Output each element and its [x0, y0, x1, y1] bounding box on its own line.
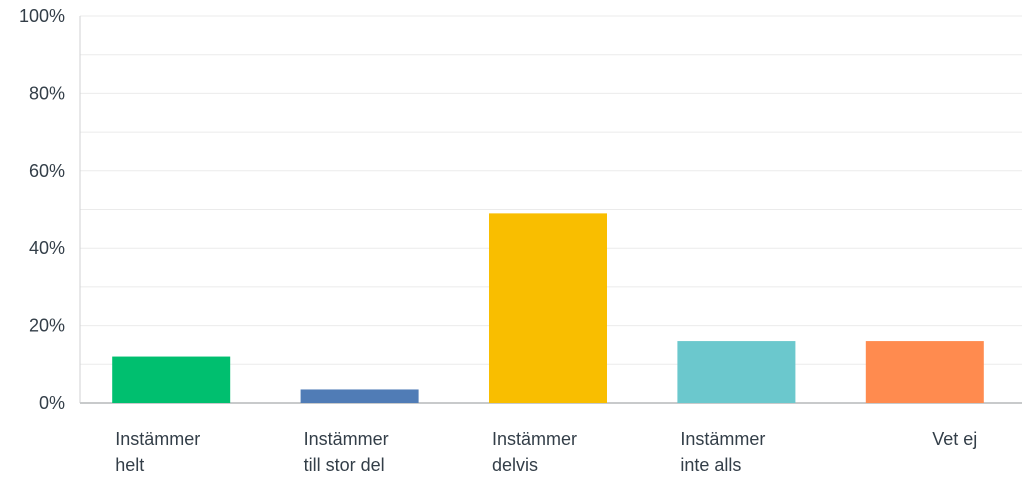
x-tick-label-line: delvis [492, 455, 538, 475]
y-tick-label: 60% [29, 161, 65, 181]
x-tick-label: Vet ej [932, 429, 977, 449]
x-tick-label: Instämmer delvis [492, 429, 577, 475]
y-tick-label: 40% [29, 238, 65, 258]
x-tick-label-line: Instämmer [115, 429, 200, 449]
x-tick-label: Instämmer inte alls [680, 429, 765, 475]
x-tick-label-line: Instämmer [304, 429, 389, 449]
x-tick-label-line: Vet ej [932, 429, 977, 449]
x-tick-label: Instämmer till stor del [304, 429, 389, 475]
y-tick-label: 80% [29, 83, 65, 103]
bars [112, 213, 984, 403]
bar[interactable] [489, 213, 607, 403]
y-tick-label: 20% [29, 316, 65, 336]
gridlines [80, 15, 1022, 365]
bar[interactable] [677, 341, 796, 403]
bar[interactable] [865, 341, 984, 403]
x-tick-label-line: Instämmer [680, 429, 765, 449]
y-tick-label: 0% [39, 393, 65, 413]
x-tick-label-line: inte alls [680, 455, 741, 475]
x-tick-label: Instämmer helt [115, 429, 200, 475]
x-tick-label-line: helt [115, 455, 144, 475]
y-tick-labels: 0% 20% 40% 60% 80% 100% [19, 6, 65, 413]
bar[interactable] [112, 356, 231, 403]
bar[interactable] [300, 389, 419, 403]
x-tick-label-line: Instämmer [492, 429, 577, 449]
x-tick-label-line: till stor del [304, 455, 385, 475]
y-tick-label: 100% [19, 6, 65, 26]
